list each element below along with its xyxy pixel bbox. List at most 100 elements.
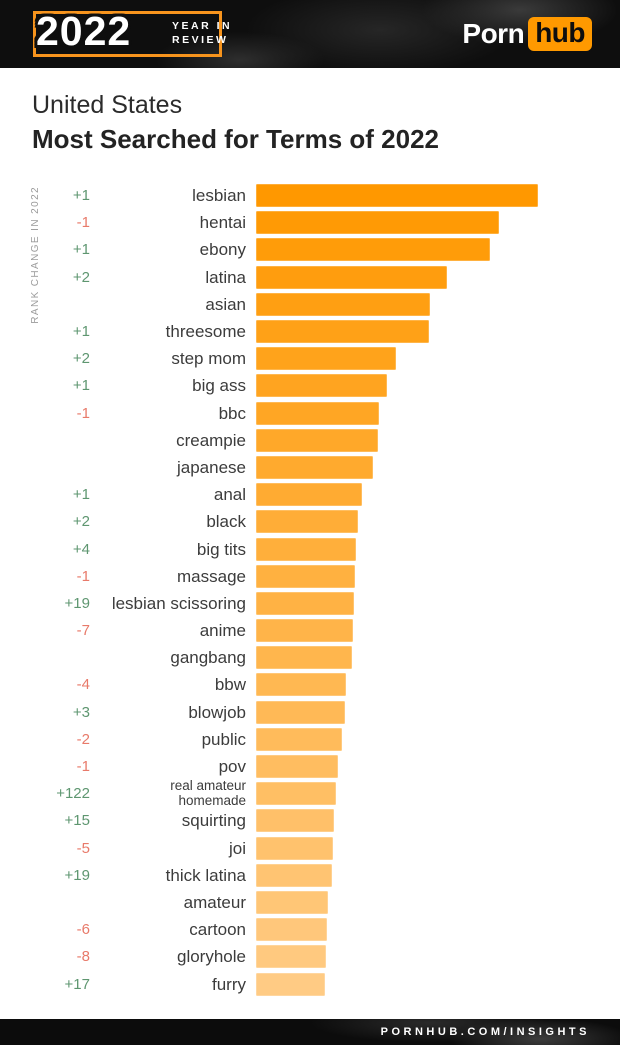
- term-bar: [256, 619, 353, 643]
- term-label: anime: [199, 621, 246, 641]
- term-bar: [256, 673, 346, 697]
- term-row: asian: [0, 291, 588, 318]
- term-row: +2 black: [0, 508, 588, 535]
- rank-change: +1: [72, 486, 90, 504]
- year-badge-frame: [33, 11, 222, 57]
- rank-change: -2: [76, 730, 90, 748]
- term-label: cartoon: [189, 920, 246, 940]
- term-label: thick latina: [165, 865, 246, 885]
- term-label: massage: [177, 566, 246, 586]
- term-bar: [256, 890, 328, 914]
- term-label: big ass: [192, 376, 246, 396]
- year-in-review-line2: REVIEW: [172, 34, 229, 46]
- term-row: -5 joi: [0, 835, 588, 862]
- term-label: black: [206, 512, 246, 532]
- term-bar: [256, 782, 336, 806]
- year-in-review-label: YEAR IN REVIEW: [172, 19, 232, 47]
- term-label: big tits: [196, 539, 246, 559]
- rank-change: -1: [76, 758, 90, 776]
- term-label: squirting: [181, 811, 246, 831]
- rank-change: +2: [72, 513, 90, 531]
- term-label: furry: [212, 974, 246, 994]
- rank-change: -6: [76, 921, 90, 939]
- rank-change: -1: [76, 214, 90, 232]
- header: 2022 YEAR IN REVIEW Porn hub: [0, 0, 620, 68]
- term-bar: [256, 564, 355, 588]
- term-bar: [256, 836, 333, 860]
- rank-change: -1: [76, 567, 90, 585]
- term-bar: [256, 863, 332, 887]
- term-label: creampie: [176, 430, 246, 450]
- term-bar: [256, 265, 447, 289]
- term-row: +19 thick latina: [0, 862, 588, 889]
- term-label: bbc: [218, 403, 246, 423]
- term-label: blowjob: [188, 702, 246, 722]
- term-label: public: [201, 729, 246, 749]
- axis-label-rank-change: RANK CHANGE IN 2022: [30, 186, 41, 324]
- year-in-review-line1: YEAR IN: [172, 20, 233, 32]
- term-label: pov: [218, 757, 246, 777]
- term-row: +2 step mom: [0, 345, 588, 372]
- term-bar: [256, 918, 327, 942]
- rank-change: +1: [72, 323, 90, 341]
- term-row: +19 lesbian scissoring: [0, 590, 588, 617]
- main-content: United States Most Searched for Terms of…: [0, 68, 620, 1019]
- most-searched-terms-chart: RANK CHANGE IN 2022 +1 lesbian -1 hentai +1 e…: [0, 182, 588, 998]
- rank-change: -5: [76, 839, 90, 857]
- term-bar: [256, 809, 334, 833]
- term-bar: [256, 646, 352, 670]
- term-label: ebony: [199, 240, 246, 260]
- rank-change: +2: [72, 268, 90, 286]
- term-row: amateur: [0, 889, 588, 916]
- term-label: joi: [228, 838, 246, 858]
- rank-change: -7: [76, 622, 90, 640]
- rank-change: +4: [72, 540, 90, 558]
- term-label: bbw: [214, 675, 246, 695]
- pornhub-logo-hub: hub: [528, 17, 592, 51]
- chart-rows: +1 lesbian -1 hentai +1 ebony +2 latina asian +1 t…: [0, 182, 588, 998]
- term-bar: [256, 428, 378, 452]
- term-label: latina: [205, 267, 246, 287]
- term-row: +17 furry: [0, 970, 588, 997]
- term-label: lesbian: [192, 186, 246, 206]
- term-label: amateur: [183, 892, 246, 912]
- rank-change: +3: [72, 703, 90, 721]
- term-bar: [256, 374, 387, 398]
- term-row: -1 massage: [0, 563, 588, 590]
- term-bar: [256, 591, 354, 615]
- term-bar: [256, 945, 326, 969]
- term-row: +1 big ass: [0, 372, 588, 399]
- term-label: gloryhole: [177, 947, 246, 967]
- term-row: -2 public: [0, 726, 588, 753]
- term-label: hentai: [199, 213, 246, 233]
- term-row: -8 gloryhole: [0, 943, 588, 970]
- term-label: gangbang: [170, 648, 246, 668]
- rank-change: -8: [76, 948, 90, 966]
- term-label: real amateur homemade: [170, 777, 246, 808]
- term-bar: [256, 727, 342, 751]
- page-title: Most Searched for Terms of 2022: [32, 124, 439, 154]
- term-row: +2 latina: [0, 264, 588, 291]
- term-row: +3 blowjob: [0, 699, 588, 726]
- footer-site-url: PORNHUB.COM/INSIGHTS: [380, 1026, 590, 1038]
- footer: PORNHUB.COM/INSIGHTS: [0, 1019, 620, 1045]
- pornhub-logo: Porn hub: [462, 17, 592, 51]
- rank-change: +2: [72, 350, 90, 368]
- term-bar: [256, 455, 373, 479]
- term-label: step mom: [171, 349, 246, 369]
- term-row: +122 real amateur homemade: [0, 777, 588, 808]
- term-bar: [256, 401, 379, 425]
- term-bar: [256, 510, 358, 534]
- term-row: +1 anal: [0, 481, 588, 508]
- rank-change: +19: [64, 866, 90, 884]
- year-badge-text: 2022: [36, 8, 132, 54]
- region-title: United States: [32, 91, 183, 119]
- term-bar: [256, 537, 356, 561]
- term-row: +4 big tits: [0, 535, 588, 562]
- rank-change: -1: [76, 404, 90, 422]
- term-row: -1 pov: [0, 753, 588, 780]
- term-bar: [256, 483, 362, 507]
- term-bar: [256, 972, 325, 996]
- term-bar: [256, 184, 538, 208]
